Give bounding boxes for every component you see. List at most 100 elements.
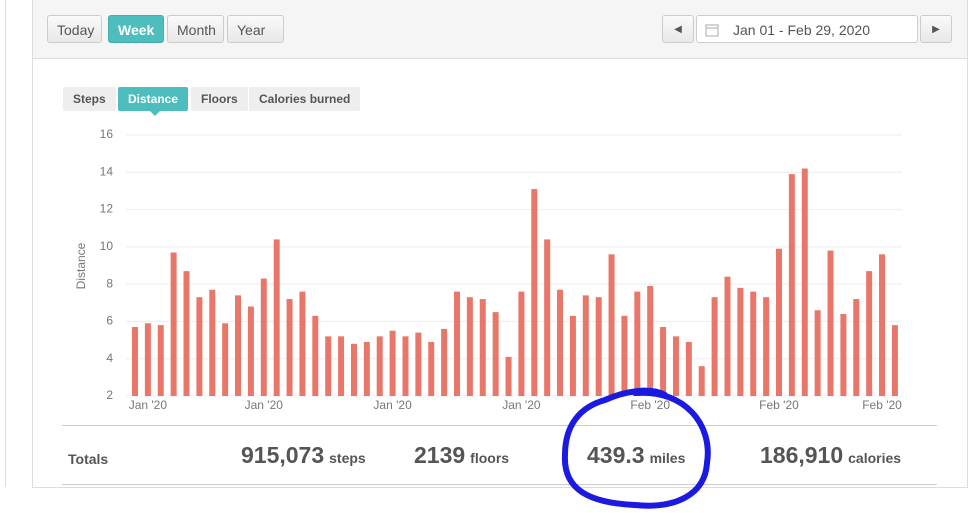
x-tick-label: Feb '20	[630, 398, 670, 412]
bar	[144, 323, 151, 396]
bar	[531, 189, 538, 396]
divider	[62, 484, 937, 485]
bar	[672, 336, 679, 396]
tab[interactable]: Calories burned	[249, 87, 361, 111]
tab-pointer	[149, 110, 161, 122]
bar	[698, 366, 705, 396]
x-tick-label: Jan '20	[245, 398, 284, 412]
left-border	[5, 0, 6, 487]
y-tick-label: 4	[106, 351, 113, 365]
range-button[interactable]: Year	[227, 15, 284, 43]
bar	[634, 291, 641, 396]
bar	[325, 336, 332, 396]
bar	[428, 341, 435, 396]
bar	[170, 252, 177, 396]
bar	[827, 250, 834, 396]
bar	[891, 325, 898, 396]
bar	[466, 297, 473, 396]
total: 2139 floors	[414, 442, 509, 469]
bar	[183, 271, 190, 396]
bar	[840, 313, 847, 396]
bar	[492, 312, 499, 396]
bar	[157, 325, 164, 396]
bar	[866, 271, 873, 396]
total-value: 186,910	[760, 442, 844, 468]
total-unit: miles	[649, 450, 686, 466]
bar	[544, 239, 551, 396]
x-tick-label: Jan '20	[129, 398, 168, 412]
y-tick-label: 12	[100, 202, 114, 216]
total-value: 439.3	[587, 442, 645, 468]
bar	[363, 341, 370, 396]
y-tick-label: 16	[100, 127, 114, 141]
bar	[441, 328, 448, 396]
bar	[196, 297, 203, 396]
bar	[299, 291, 306, 396]
y-axis-label: Distance	[74, 242, 88, 289]
bar	[801, 168, 808, 396]
bar	[376, 336, 383, 396]
tab[interactable]: Floors	[191, 87, 248, 111]
bar	[505, 356, 512, 396]
x-tick-label: Jan '20	[373, 398, 412, 412]
bar	[557, 289, 564, 396]
bar	[260, 278, 267, 396]
range-button[interactable]: Today	[47, 15, 102, 43]
bar	[273, 239, 280, 396]
bar	[222, 323, 229, 396]
bar	[750, 291, 757, 396]
bar	[647, 286, 654, 396]
totals-label: Totals	[68, 451, 109, 467]
bar	[853, 299, 860, 396]
bar	[402, 336, 409, 396]
bar	[582, 295, 589, 396]
y-tick-label: 14	[100, 164, 114, 178]
bar	[247, 306, 254, 396]
chart: Distance 2 4 6 8 10 12 14 16 Jan '20 Jan '20 Jan '…	[74, 127, 902, 412]
calendar-icon	[705, 24, 719, 37]
x-tick-label: Jan '20	[502, 398, 541, 412]
bar	[776, 248, 782, 396]
y-tick-label: 10	[100, 239, 114, 253]
date-picker[interactable]: Jan 01 - Feb 29, 2020	[696, 15, 918, 43]
bar	[660, 327, 667, 396]
y-tick-label: 8	[106, 276, 113, 290]
bar	[518, 291, 525, 396]
bar	[737, 287, 744, 396]
total-unit: floors	[470, 450, 510, 466]
bar	[788, 174, 795, 396]
total-value: 915,073	[241, 442, 325, 468]
bar	[389, 330, 396, 396]
bar	[879, 254, 886, 396]
bar	[286, 299, 293, 396]
y-tick-label: 6	[106, 314, 113, 328]
next-button[interactable]: ▶	[920, 15, 952, 43]
tab[interactable]: Distance	[118, 87, 189, 111]
bar	[235, 295, 242, 396]
bar	[338, 336, 345, 396]
bar	[621, 315, 628, 396]
tab[interactable]: Steps	[63, 87, 116, 111]
total: 186,910 calories	[760, 442, 901, 469]
bar	[132, 327, 138, 396]
range-button[interactable]: Month	[167, 15, 224, 43]
bar	[608, 254, 615, 396]
total-unit: steps	[329, 450, 366, 466]
total-unit: calories	[848, 450, 902, 466]
prev-button[interactable]: ◀	[662, 15, 694, 43]
x-tick-label: Feb '20	[862, 398, 902, 412]
range-button[interactable]: Week	[108, 15, 164, 43]
total-value: 2139	[414, 442, 466, 468]
total: 915,073 steps	[241, 442, 366, 469]
bar	[479, 299, 486, 396]
bar	[595, 297, 602, 396]
total: 439.3 miles	[587, 442, 685, 469]
bar	[724, 276, 731, 396]
bar	[763, 297, 770, 396]
bar	[415, 332, 422, 396]
bar	[350, 343, 357, 396]
bar	[454, 291, 460, 396]
panel: Today Week Month Year ◀ Jan 01 - Feb 29,…	[32, 0, 968, 488]
divider	[62, 425, 937, 426]
